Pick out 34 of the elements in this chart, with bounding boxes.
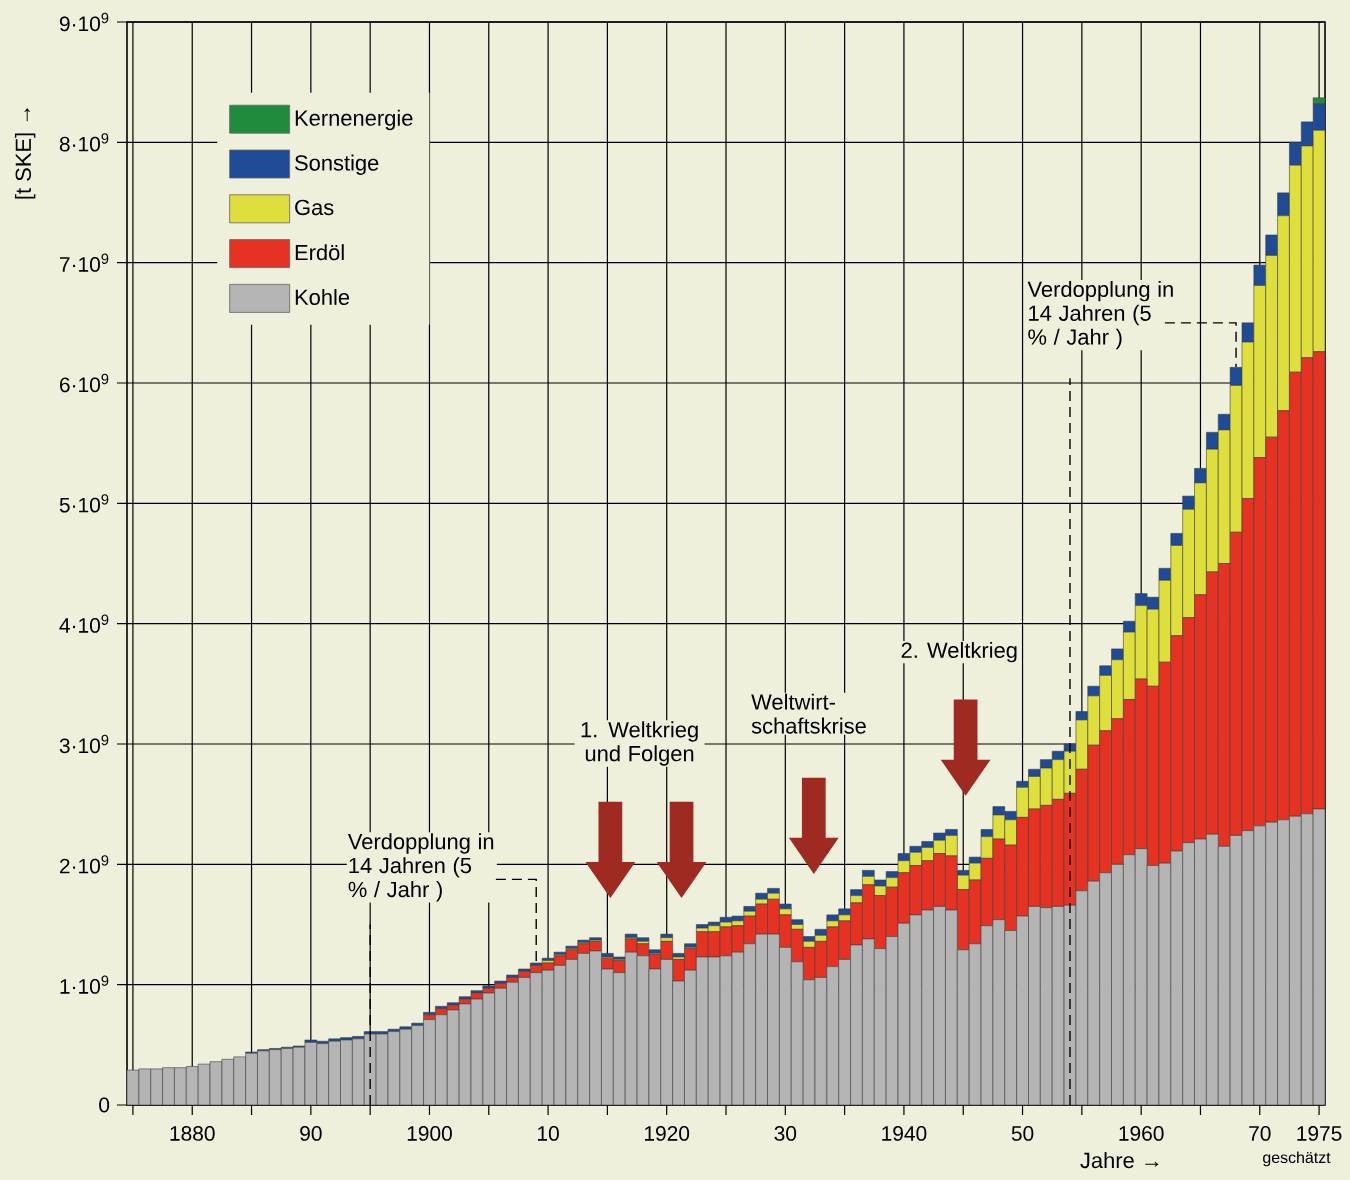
y-tick-label: 0	[99, 1097, 110, 1113]
legend-label: Kohle	[295, 288, 350, 306]
x-tick-label: 1900	[407, 1126, 452, 1141]
text: geschätzt	[1263, 1151, 1331, 1167]
x-tick-label: 70	[1249, 1126, 1271, 1141]
annotation: 1. Weltkrieg und Folgen	[581, 721, 698, 766]
x-axis-title: Jahre →	[1080, 1152, 1159, 1169]
y-tick-label: 5·10$^{9}$	[59, 494, 109, 513]
y-tick-label: 6·10$^{9}$	[60, 373, 109, 393]
annotation: 2. Weltkrieg	[901, 641, 1017, 663]
x-tick-label: 1940	[882, 1126, 927, 1141]
y-axis-title: [t SKE] →	[14, 108, 36, 199]
legend-label: Kernenergie	[295, 109, 413, 131]
y-tick-label: 9·10$^{9}$	[59, 12, 109, 32]
x-tick-label: 90	[300, 1126, 322, 1141]
x-tick-label: 1975	[1297, 1126, 1342, 1141]
legend-label: Sonstige	[295, 154, 379, 175]
y-tick-label: 4·10$^{9}$	[59, 614, 109, 633]
x-tick-label: 1880	[170, 1126, 215, 1141]
y-tick-label: 7·10$^{9}$	[60, 253, 109, 272]
x-tick-label: 10	[538, 1126, 559, 1141]
y-tick-label: 8·10$^{9}$	[59, 133, 109, 152]
x-tick-label: 50	[1011, 1126, 1034, 1141]
y-tick-label: 3·10$^{9}$	[59, 734, 109, 754]
legend-label: Gas	[295, 199, 334, 216]
y-tick-label: 1·10$^{9}$	[60, 975, 109, 994]
x-tick-label: 1960	[1119, 1126, 1164, 1141]
x-tick-label: 1920	[645, 1126, 690, 1141]
y-tick-label: 2·10$^{9}$	[60, 855, 109, 874]
annotation: Verdopplung in 14 Jahren (5 % / Jahr )	[347, 833, 494, 902]
x-tick-label: 30	[774, 1126, 797, 1141]
annotation: Verdopplung in 14 Jahren (5 % / Jahr )	[1027, 280, 1173, 350]
annotation: Weltwirt- schaftskrise	[751, 693, 866, 734]
legend-label: Erdöl	[295, 244, 344, 261]
